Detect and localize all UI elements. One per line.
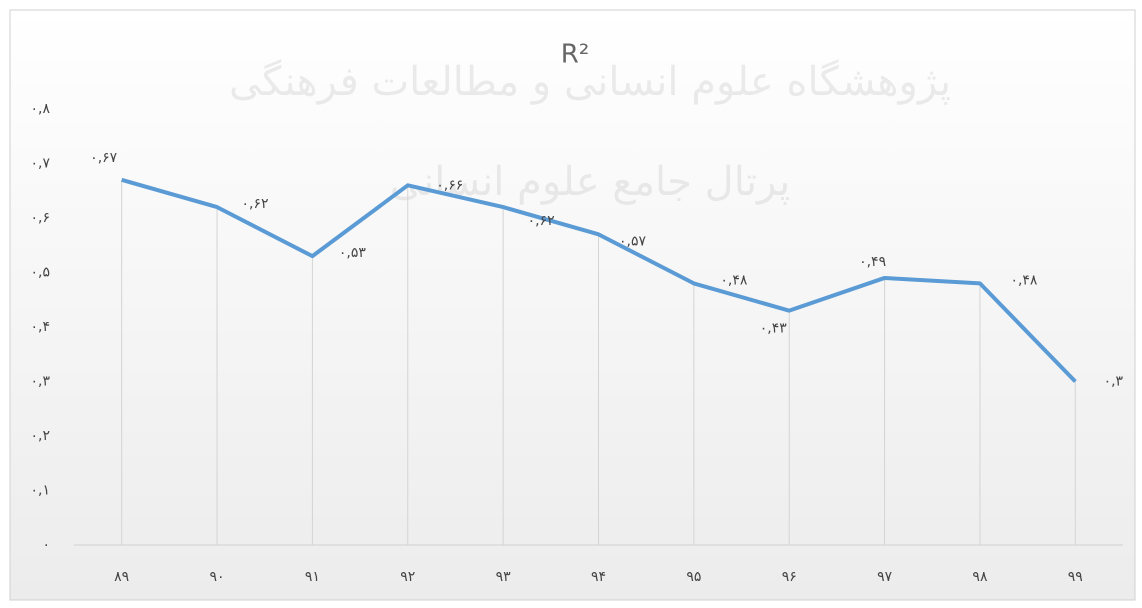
data-label: ۰,۶۲ xyxy=(242,196,269,212)
x-tick-label: ۹۰ xyxy=(210,569,225,585)
y-tick-label: ۰,۷ xyxy=(31,156,51,172)
y-tick-label: ۰,۴ xyxy=(31,319,51,335)
x-tick-label: ۹۳ xyxy=(496,569,512,585)
data-label: ۰,۶۷ xyxy=(90,150,117,166)
chart-frame xyxy=(9,9,1136,601)
watermark: پژوهشگاه علوم انسانی و مطالعات فرهنگی xyxy=(229,59,951,105)
chart-title: R² xyxy=(561,40,590,70)
data-label: ۰,۴۳ xyxy=(760,321,787,337)
x-tick-label: ۹۱ xyxy=(305,569,320,585)
data-label: ۰,۴۸ xyxy=(720,272,747,288)
y-tick-label: ۰,۶ xyxy=(31,210,51,226)
data-label: ۰,۵۳ xyxy=(339,245,366,261)
y-tick-label: ۰,۳ xyxy=(31,374,51,390)
x-tick-label: ۹۴ xyxy=(591,569,606,585)
y-tick-label: ۰ xyxy=(42,537,50,553)
y-tick-label: ۰,۵ xyxy=(31,265,51,281)
data-label: ۰,۳ xyxy=(1104,374,1124,390)
y-tick-label: ۰,۲ xyxy=(31,428,51,444)
data-label: ۰,۴۸ xyxy=(1010,272,1037,288)
x-tick-label: ۹۸ xyxy=(972,569,988,585)
data-label: ۰,۶۲ xyxy=(528,213,555,229)
x-tick-label: ۹۷ xyxy=(877,569,893,585)
data-label: ۰,۶۶ xyxy=(436,177,463,193)
x-tick-label: ۹۹ xyxy=(1068,569,1083,585)
data-label: ۰,۵۷ xyxy=(619,233,646,249)
x-tick-label: ۹۲ xyxy=(400,569,415,585)
x-tick-label: ۹۶ xyxy=(782,569,797,585)
x-tick-label: ۸۹ xyxy=(114,569,129,585)
data-label: ۰,۴۹ xyxy=(859,254,886,270)
y-tick-label: ۰,۱ xyxy=(31,483,51,499)
x-tick-label: ۹۵ xyxy=(686,569,701,585)
series-line xyxy=(121,177,1077,383)
y-tick-label: ۰,۸ xyxy=(31,101,51,117)
